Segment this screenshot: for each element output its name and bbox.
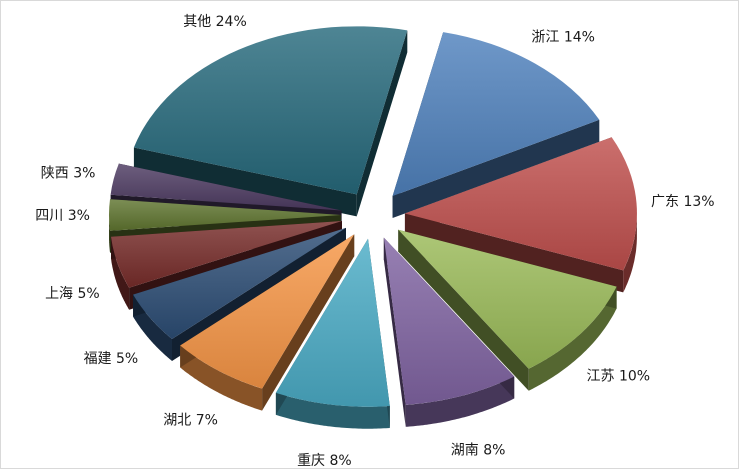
pie-slice-3 [383,237,515,427]
pie-slice-side-4 [275,392,390,429]
pie-slice-2 [398,229,617,391]
slice-label-8: 四川 3% [35,208,90,224]
pie-slice-wall-1 [404,213,624,293]
slices-layer [108,26,637,429]
pie-slice-top-1 [404,137,637,271]
pie-slice-top-6 [133,227,346,339]
pie-slice-wall-10 [356,30,408,217]
slice-label-0: 浙江 14% [531,30,595,46]
slice-label-10: 其他 24% [183,14,247,30]
pie-slice-side-3 [405,376,515,427]
pie-slice-wall-10 [133,147,357,217]
pie-slice-top-7 [111,220,343,288]
pie-slice-top-2 [398,229,617,369]
pie-slice-side-5 [180,345,263,411]
pie-slice-top-5 [180,234,355,389]
slice-label-9: 陕西 3% [41,166,96,182]
pie-slice-top-3 [383,237,515,405]
pie-slice-top-9 [110,163,342,211]
pie-slice-top-10 [133,26,408,195]
slice-label-1: 广东 13% [651,194,715,210]
pie-slice-side-8 [109,211,110,253]
slice-label-3: 湖南 8% [451,442,506,458]
pie-slice-wall-2 [398,229,529,391]
pie-slice-top-4 [275,238,390,407]
slice-label-2: 江苏 10% [587,368,651,384]
slice-label-4: 重庆 8% [297,453,352,468]
pie-slice-1 [404,137,637,293]
slice-label-5: 湖北 7% [163,413,218,429]
pie-slice-5 [180,234,355,411]
pie-slice-4 [275,238,390,429]
pie-slice-wall-0 [392,119,600,219]
labels-layer: 浙江 14% 广东 13% 江苏 10% 湖南 8% 重庆 8% 湖北 7% 福建 5% 上海… [35,14,714,468]
pie-slice-10 [133,26,408,217]
slice-label-7: 上海 5% [45,286,100,302]
slice-label-6: 福建 5% [84,351,139,367]
pie-slice-side-7 [111,236,130,310]
pie-slice-0 [392,32,600,219]
pie-slice-wall-5 [262,234,355,411]
pie-slice-side-2 [528,286,617,391]
pie-slice-top-8 [108,199,341,231]
pie-slice-wall-3 [383,237,406,427]
pie-slice-top-0 [392,32,600,197]
pie-slice-side-1 [623,212,637,293]
